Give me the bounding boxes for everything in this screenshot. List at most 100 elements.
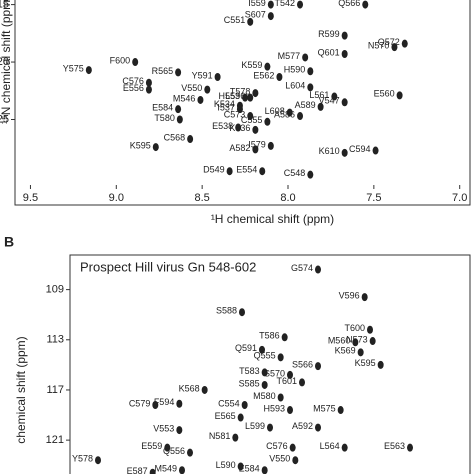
- peak: [259, 345, 265, 354]
- peak: [396, 91, 403, 100]
- peak-label: C568: [164, 132, 186, 142]
- peak: [267, 0, 274, 9]
- peak: [377, 360, 384, 369]
- peak: [331, 92, 338, 101]
- peak-label: A586: [274, 109, 295, 119]
- y-axis-label: ¹⁵N chemical shift (ppm): [0, 0, 13, 124]
- peak: [204, 85, 211, 94]
- peak-label: Q572: [378, 37, 400, 47]
- peak: [276, 72, 283, 81]
- peak-label: M549: [154, 464, 177, 474]
- peak: [391, 43, 398, 52]
- peak: [247, 17, 254, 26]
- peak: [277, 353, 284, 362]
- peak-label: E556: [123, 83, 144, 93]
- peak: [214, 72, 221, 81]
- peak-label: I559: [248, 0, 266, 8]
- peak: [287, 406, 293, 415]
- peak-label: S566: [292, 360, 313, 370]
- peak: [362, 0, 369, 9]
- peak-label: E559: [141, 441, 162, 451]
- peak-label: H553: [219, 91, 241, 101]
- peak: [341, 31, 348, 40]
- peak: [261, 380, 268, 389]
- peak: [287, 370, 293, 379]
- peak-label: C554: [218, 398, 240, 408]
- peak: [201, 385, 208, 394]
- peak: [315, 265, 321, 274]
- peak: [267, 12, 274, 21]
- peak-label: Q601: [318, 47, 340, 57]
- y-tick-label: 113: [46, 334, 64, 346]
- peak-label: T580: [154, 113, 175, 123]
- peak-label: I537: [217, 103, 235, 113]
- peak-label: R565: [152, 66, 174, 76]
- y-tick-label: 121: [46, 434, 64, 446]
- x-tick-label: 7.5: [366, 192, 381, 204]
- peak: [277, 393, 284, 402]
- peak: [145, 78, 152, 87]
- peak-label: N573: [346, 334, 368, 344]
- peak-label: C551: [224, 15, 246, 25]
- peak-label: K569: [335, 346, 356, 356]
- peak: [401, 39, 408, 48]
- peak-label: H593: [263, 403, 285, 413]
- peak-label: C548: [284, 168, 306, 178]
- peak: [85, 66, 92, 75]
- peak: [175, 68, 182, 77]
- peak-label: H590: [284, 65, 306, 75]
- peak: [197, 95, 204, 104]
- y-tick-label: 120: [0, 56, 9, 68]
- peak-label: K568: [179, 383, 200, 393]
- peak: [292, 456, 299, 465]
- y-tick-label: 115: [0, 0, 9, 11]
- peak-label: S588: [216, 306, 237, 316]
- y-tick-label: 125: [0, 113, 9, 125]
- peak-label: E565: [215, 411, 236, 421]
- peak: [302, 53, 309, 62]
- peak: [289, 443, 296, 452]
- peak-label: T583: [239, 366, 260, 376]
- peak: [247, 93, 254, 102]
- panel-label: B: [4, 234, 14, 250]
- peak-label: L561: [309, 90, 329, 100]
- peak: [407, 443, 413, 452]
- peak: [95, 456, 101, 465]
- peak-label: T542: [275, 0, 296, 8]
- peak-label: A582: [229, 143, 250, 153]
- peak-label: M560: [328, 336, 351, 346]
- peak-label: K595: [130, 140, 151, 150]
- peak: [297, 0, 304, 9]
- y-axis-label: chemical shift (ppm): [14, 336, 28, 443]
- peak: [235, 123, 242, 132]
- peak: [297, 112, 304, 121]
- peak-label: C579: [129, 398, 151, 408]
- peak: [261, 368, 268, 377]
- peak-label: E584: [152, 103, 173, 113]
- peak: [242, 93, 249, 102]
- peak-label: N581: [209, 431, 231, 441]
- peak: [264, 117, 271, 126]
- peak-label: K559: [241, 60, 262, 70]
- peak-label: M575: [313, 403, 336, 413]
- peak-label: L608: [265, 106, 285, 116]
- peak-label: E554: [236, 165, 257, 175]
- peak-label: Y591: [192, 70, 213, 80]
- peak: [152, 143, 159, 152]
- peak-label: L564: [320, 441, 340, 451]
- peak: [176, 426, 183, 435]
- peak: [237, 462, 244, 471]
- x-axis-label: ¹H chemical shift (ppm): [211, 212, 334, 226]
- peak: [247, 112, 254, 121]
- x-tick-label: 8.5: [195, 192, 210, 204]
- peak: [241, 401, 248, 410]
- peak: [232, 433, 239, 442]
- y-tick-label: 117: [46, 384, 64, 396]
- peak: [179, 466, 185, 474]
- peak-label: S570: [264, 368, 285, 378]
- panel-title: Prospect Hill virus Gn 548-602: [80, 259, 256, 274]
- peak-label: K534: [214, 99, 235, 109]
- peak: [252, 125, 259, 134]
- peak: [145, 85, 152, 94]
